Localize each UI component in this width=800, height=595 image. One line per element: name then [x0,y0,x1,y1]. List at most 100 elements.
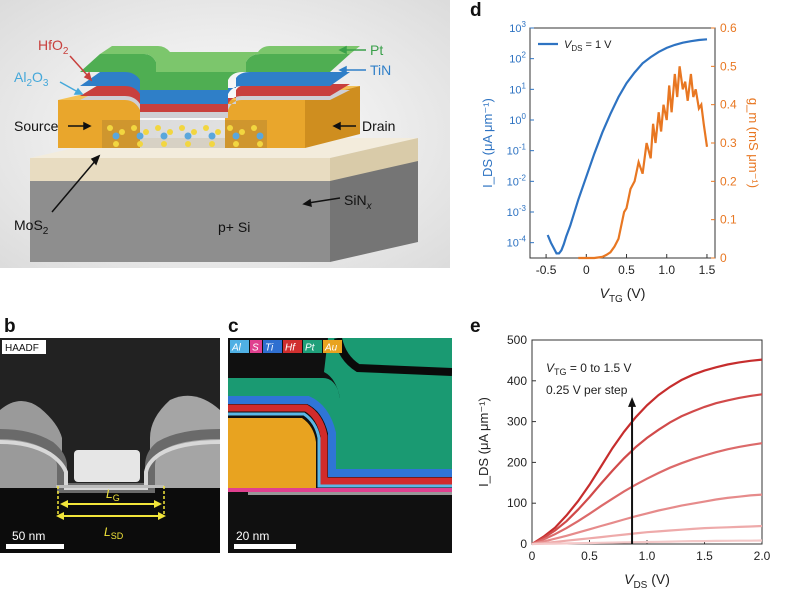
y-right-tick-label-d: 0.3 [720,136,737,150]
legend-label-d: VDS = 1 V [564,39,612,53]
eds-legend-label-al: Al [231,343,242,354]
drain-arrowhead [332,121,341,131]
series-line-vtg-0.75 [531,493,763,546]
y-tick-label-e: 0 [520,537,527,551]
substrate-label: p+ Si [218,219,250,235]
lg-arrowhead-right [154,500,162,508]
y-left-tick-exp: 0 [522,112,527,121]
drain-label: Drain [362,118,395,134]
eds-legend: Al S Ti Hf Pt Au [230,340,342,354]
al2o3-arrowhead [73,87,84,95]
y-left-tick-exp: 3 [522,20,527,29]
eds-legend-swatch-au [323,340,342,353]
y-left-tick-base: 10 [507,207,519,219]
annotation-line1: VTG = 0 to 1.5 V [546,361,632,377]
pt-layer-top [100,46,360,72]
y-left-tick-label-d: 10-1 [507,143,527,158]
y-right-axis-label-d: g_m (mS μm⁻¹) [746,98,761,188]
y-tick-label-e: 100 [507,496,527,510]
eds-legend-swatch-pt [303,340,322,353]
y-left-tick-base: 10 [509,115,521,127]
y-left-tick-exp: -2 [519,173,527,182]
y-tick-label-e: 300 [507,415,527,429]
sinx-layer-side [330,138,418,181]
x-tick-label-e: 2.0 [754,549,771,563]
lsd-label: LSD [104,525,124,541]
y-right-tick-label-d: 0.4 [720,98,737,112]
hfo2-arrow [69,55,89,77]
hfo2-label: HfO2 [38,37,69,57]
series-line-ids [546,38,708,255]
x-tick-label-e: 1.0 [639,549,656,563]
y-left-tick-label-d: 102 [509,51,526,66]
eds-legend-label-pt: Pt [305,343,316,354]
si-substrate-front [30,180,330,262]
scale-label-c: 20 nm [236,529,269,543]
lg-label: LG [106,487,120,503]
y-left-tick-exp: 1 [522,81,527,90]
annotation-sub: TG [554,367,567,377]
haadf-mos2-line [56,485,164,488]
series-line-vtg-1.5 [531,358,763,545]
eds-legend-swatch-ti [263,340,282,353]
x-tick-label-e: 0 [529,549,536,563]
annotation-line2: 0.25 V per step [546,383,628,397]
eds-legend-swatch-s [250,340,262,353]
panel-b-label: b [4,316,16,337]
y-left-axis-label-d: I_DS (μA μm⁻¹) [480,98,495,188]
y-left-tick-label-d: 103 [509,20,526,35]
annotation-v: V [546,361,555,375]
lg-arrowhead-left [60,500,68,508]
sinx-arrowhead [302,198,312,208]
y-left-tick-exp: -3 [519,204,527,213]
scale-bar-c [234,544,296,549]
y-left-tick-base: 10 [507,146,519,158]
y-left-tick-exp: 2 [522,51,527,60]
x-axis-label-e-unit: (V) [647,571,670,587]
y-left-tick-label-d: 101 [509,81,526,96]
x-axis-label-sub: TG [609,294,623,305]
series-line-gm [578,66,709,260]
eds-map: 20 nm Al S Ti Hf Pt Au [228,338,452,553]
eds-pt-region [228,378,452,473]
y-left-tick-label-d: 10-4 [507,235,527,250]
pt-arrowhead [338,45,347,55]
legend-v: V [564,39,573,51]
y-right-tick-label-d: 0.6 [720,21,737,35]
y-right-tick-label-d: 0.5 [720,59,737,73]
mos2-arrowhead [90,154,101,166]
sinx-label: SiNx [344,192,373,212]
drain-contact [225,100,305,148]
lsd-arrowhead-left [56,512,64,520]
lsd-arrowhead-right [158,512,166,520]
y-left-tick-exp: -1 [519,143,527,152]
source-arrowhead [83,121,92,131]
y-axis-label-e: I_DS (μA μm⁻¹) [476,397,491,487]
y-left-tick-label-d: 10-2 [507,173,527,188]
eds-legend-swatch-al [230,340,249,353]
y-left-tick-label-d: 10-3 [507,204,527,219]
pt-label: Pt [370,42,383,58]
tin-label: TiN [370,62,391,78]
mos2-arrow [51,159,97,213]
x-axis-label-e-v: V [624,571,635,587]
eds-au-contact [228,418,316,488]
eds-hf-layer [228,404,452,485]
panel-c-label: c [228,316,239,337]
haadf-label-box [2,340,46,354]
y-left-tick-base: 10 [509,54,521,66]
x-axis-label-e-sub: DS [633,580,647,591]
device-schematic: HfO2 Al2O3 Pt TiN Source Drain SiNx MoS2… [0,0,450,268]
y-left-tick-base: 10 [507,238,519,250]
legend-rest: = 1 V [582,39,612,51]
source-label: Source [14,118,59,134]
eds-legend-label-s: S [252,343,259,354]
x-axis-label-v: V [600,285,611,301]
legend-sub: DS [571,44,582,53]
x-tick-label-d: 0 [583,263,590,277]
y-right-tick-label-d: 0.1 [720,213,737,227]
eds-ti-layer [228,396,452,477]
si-substrate-side [330,160,418,262]
series-line-vtg-1.25 [531,393,763,545]
